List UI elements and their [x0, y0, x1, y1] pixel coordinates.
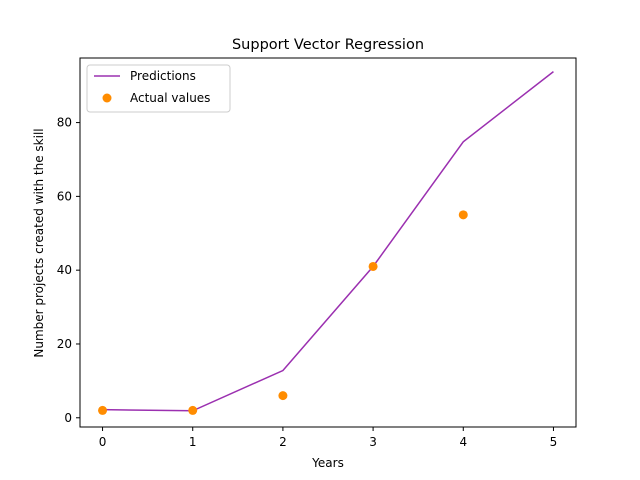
plot-area: [98, 71, 554, 415]
legend-actual-values-swatch: [102, 93, 112, 103]
y-tick-label: 80: [57, 116, 72, 130]
actual-value-point: [188, 405, 198, 415]
y-tick-label: 0: [64, 411, 72, 425]
x-tick-label: 5: [550, 435, 558, 449]
predictions-line: [102, 71, 554, 412]
x-tick-label: 2: [279, 435, 287, 449]
legend-actual-values-label: Actual values: [130, 91, 210, 105]
y-tick-label: 60: [57, 189, 72, 203]
actual-value-point: [368, 261, 378, 271]
legend-predictions-label: Predictions: [130, 69, 196, 83]
actual-value-point: [458, 210, 468, 220]
y-axis-ticks: 0 20 40 60 80: [57, 116, 80, 425]
x-tick-label: 3: [369, 435, 377, 449]
x-tick-label: 4: [459, 435, 467, 449]
actual-value-point: [98, 405, 108, 415]
plot-frame: [79, 57, 577, 428]
x-tick-label: 0: [99, 435, 107, 449]
legend: Predictions Actual values: [86, 64, 231, 113]
y-tick-label: 20: [57, 337, 72, 351]
x-axis-label: Years: [311, 456, 344, 470]
x-axis-ticks: 0 1 2 3 4 5: [99, 427, 558, 449]
chart-title: Support Vector Regression: [232, 37, 424, 53]
legend-box: [86, 64, 231, 113]
actual-value-point: [278, 391, 288, 401]
y-tick-label: 40: [57, 263, 72, 277]
x-tick-label: 1: [189, 435, 197, 449]
y-axis-label: Number projects created with the skill: [32, 128, 46, 357]
